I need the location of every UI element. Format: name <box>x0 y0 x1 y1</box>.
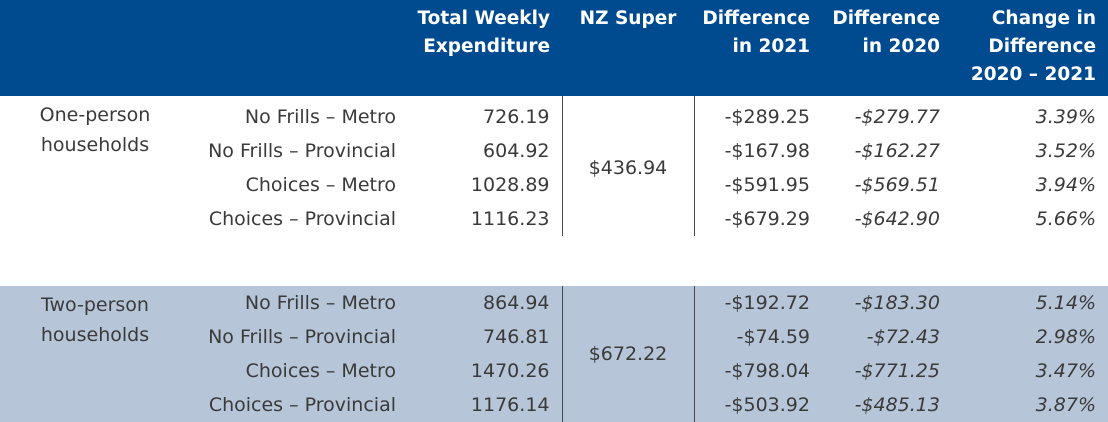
total-weekly-expenditure: 1028.89 <box>470 174 550 196</box>
household-type: No Frills – Metro <box>244 106 396 128</box>
difference-2021: -$679.29 <box>724 208 810 230</box>
difference-2020: -$771.25 <box>822 354 952 388</box>
household-type: No Frills – Metro <box>190 286 408 320</box>
change-in-difference: 3.52% <box>1035 140 1096 162</box>
change-in-difference: 3.47% <box>952 354 1108 388</box>
household-type: No Frills – Provincial <box>208 140 396 162</box>
change-in-difference: 5.14% <box>952 286 1108 320</box>
total-weekly-expenditure: 726.19 <box>483 106 550 128</box>
nz-super-value: $672.22 <box>561 286 695 422</box>
total-weekly-expenditure: 1116.23 <box>470 208 550 230</box>
header-nz-super: NZ Super <box>562 0 694 96</box>
header-row: Total Weekly Expenditure NZ Super Differ… <box>0 0 1108 96</box>
one-person-group: One-person households No Frills – Metro … <box>0 96 1108 286</box>
group-label: One-person households <box>39 104 151 156</box>
header-total-weekly-expenditure: Total Weekly Expenditure <box>408 0 562 96</box>
household-type: Choices – Metro <box>190 354 408 388</box>
total-weekly-expenditure: 864.94 <box>408 286 562 320</box>
group-spacer <box>0 236 1108 286</box>
header-change-in-difference: Change in Difference 2020 – 2021 <box>952 0 1108 96</box>
household-type: Choices – Metro <box>245 174 396 196</box>
table-row: No Frills – Provincial 604.92 -$167.98 -… <box>0 134 1108 168</box>
household-type: Choices – Provincial <box>190 388 408 422</box>
change-in-difference: 5.66% <box>1035 208 1096 230</box>
difference-2020: -$279.77 <box>854 106 940 128</box>
difference-2020: -$162.27 <box>854 140 940 162</box>
table-row: Choices – Metro 1028.89 -$591.95 -$569.5… <box>0 168 1108 202</box>
nz-super-value: $436.94 <box>561 96 695 236</box>
header-difference-2021: Difference in 2021 <box>694 0 822 96</box>
difference-2020: -$183.30 <box>822 286 952 320</box>
difference-2020: -$642.90 <box>854 208 940 230</box>
change-in-difference: 3.94% <box>1035 174 1096 196</box>
difference-2021: -$192.72 <box>694 286 822 320</box>
difference-2020: -$485.13 <box>822 388 952 422</box>
table-row: Choices – Provincial 1116.23 -$679.29 -$… <box>0 202 1108 236</box>
total-weekly-expenditure: 746.81 <box>408 320 562 354</box>
difference-2020: -$569.51 <box>854 174 940 196</box>
header-difference-2020: Difference in 2020 <box>822 0 952 96</box>
table-row: No Frills – Provincial 746.81 -$74.59 -$… <box>0 320 1108 354</box>
total-weekly-expenditure: 1470.26 <box>408 354 562 388</box>
difference-2021: -$798.04 <box>694 354 822 388</box>
header-group <box>0 0 190 96</box>
total-weekly-expenditure: 604.92 <box>483 140 550 162</box>
household-type: Choices – Provincial <box>208 208 396 230</box>
difference-2021: -$289.25 <box>724 106 810 128</box>
household-type: No Frills – Provincial <box>190 320 408 354</box>
change-in-difference: 3.39% <box>1035 106 1096 128</box>
group-label: Two-person households <box>0 286 190 422</box>
change-in-difference: 2.98% <box>952 320 1108 354</box>
table-row: Choices – Metro 1470.26 -$798.04 -$771.2… <box>0 354 1108 388</box>
difference-2021: -$591.95 <box>724 174 810 196</box>
table-row: One-person households No Frills – Metro … <box>0 96 1108 236</box>
difference-2020: -$72.43 <box>822 320 952 354</box>
two-person-group: Two-person households No Frills – Metro … <box>0 286 1108 422</box>
difference-2021: -$74.59 <box>694 320 822 354</box>
header-type <box>190 0 408 96</box>
difference-2021: -$167.98 <box>724 140 810 162</box>
table-row: Two-person households No Frills – Metro … <box>0 286 1108 422</box>
difference-2021: -$503.92 <box>694 388 822 422</box>
total-weekly-expenditure: 1176.14 <box>408 388 562 422</box>
change-in-difference: 3.87% <box>952 388 1108 422</box>
